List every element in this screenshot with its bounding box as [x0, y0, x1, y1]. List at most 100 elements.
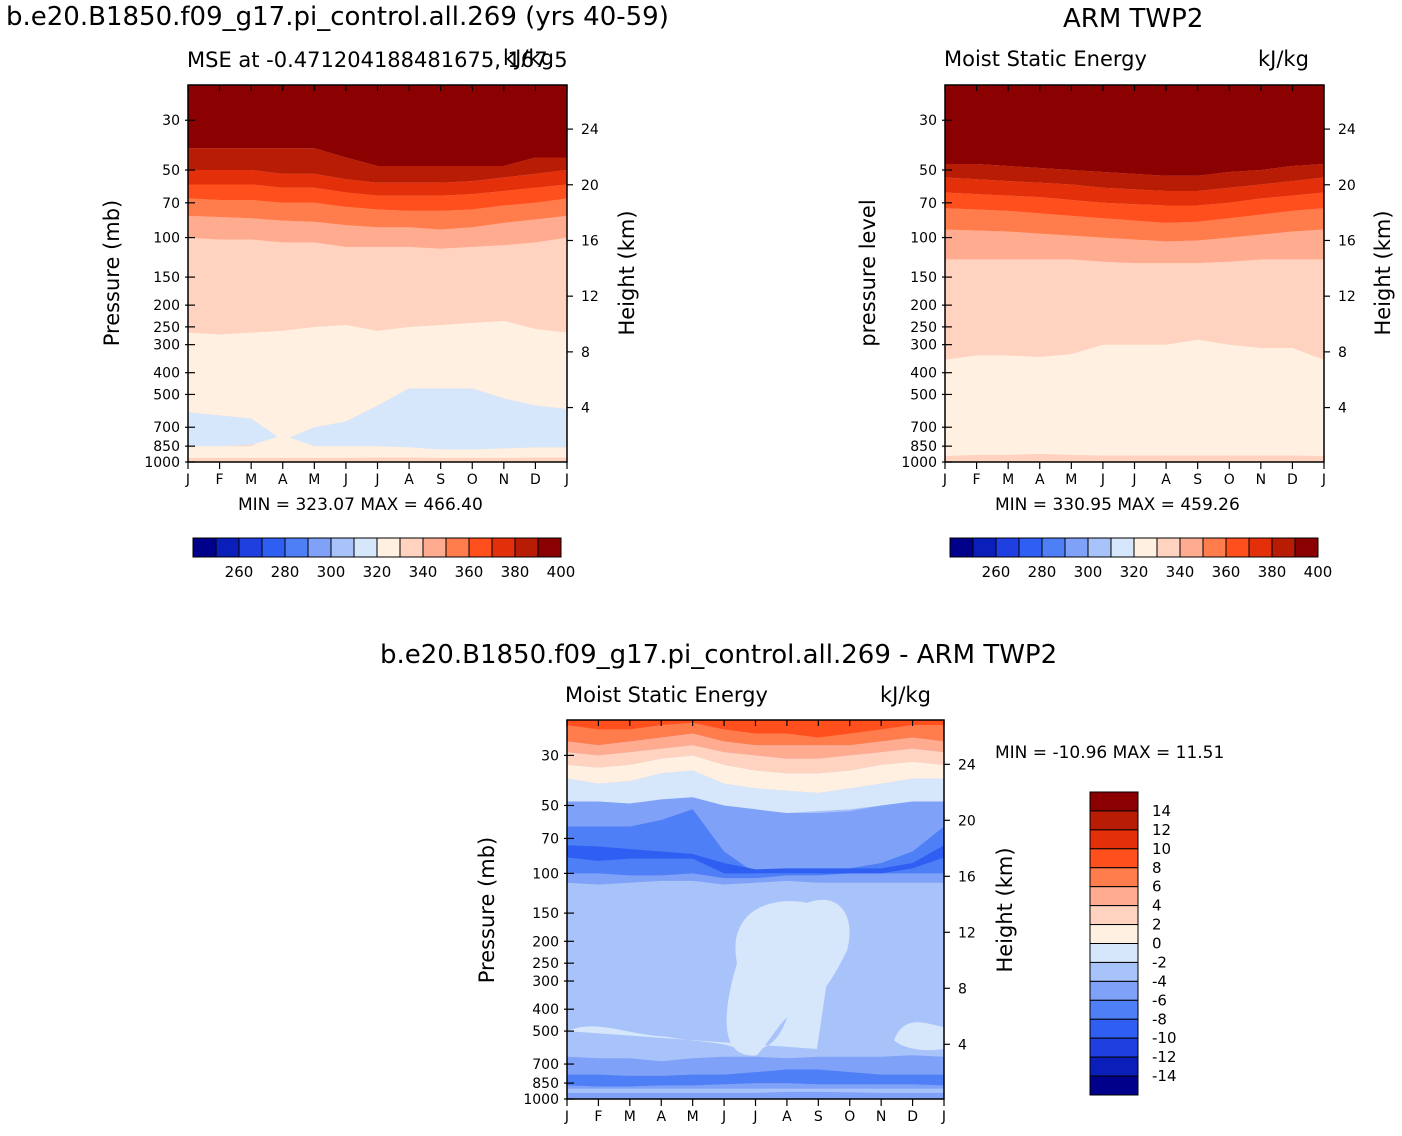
diff-colorbar-box	[1089, 905, 1139, 926]
diff-colorbar-box	[1089, 1018, 1139, 1039]
obs-xtick-label: J	[942, 472, 947, 488]
model-rtick-label: 4	[581, 401, 590, 417]
model-ytick-label: 250	[153, 320, 180, 336]
model-rtick-label: 24	[581, 122, 599, 138]
diff-colorbar-label: -10	[1152, 1029, 1177, 1047]
obs-panel-subtitle: Moist Static Energy	[944, 47, 1147, 71]
diff-xtick-label: M	[624, 1109, 636, 1125]
obs-colorbar-box	[1271, 537, 1296, 558]
obs-colorbar-box	[1225, 537, 1250, 558]
diff-xtick-label: A	[656, 1109, 666, 1125]
diff-ytick-label: 70	[541, 831, 559, 847]
model-colorbar-box	[238, 537, 263, 558]
diff-rtick-label: 20	[958, 813, 976, 829]
diff-colorbar-box	[1089, 886, 1139, 907]
model-panel-subtitle: MSE at -0.471204188481675, 167.5	[187, 48, 568, 72]
diff-colorbar-label: 14	[1152, 802, 1171, 820]
model-contours	[188, 85, 567, 462]
obs-ytick-label: 200	[910, 298, 937, 314]
obs-colorbar-label: 320	[1120, 563, 1149, 581]
model-colorbar-box	[422, 537, 447, 558]
obs-colorbar-box	[949, 537, 974, 558]
obs-xtick-label: S	[1193, 472, 1202, 488]
model-ytick-label: 200	[153, 298, 180, 314]
model-band-340b	[188, 320, 567, 441]
diff-low-m8	[567, 1069, 944, 1087]
diff-rtick-label: 12	[958, 925, 976, 941]
diff-ytick-label: 200	[532, 934, 559, 950]
obs-ytick-label: 30	[919, 113, 937, 129]
diff-colorbar-label: -12	[1152, 1048, 1177, 1066]
diff-colorbar-label: 2	[1152, 916, 1162, 934]
model-colorbar-box	[284, 537, 309, 558]
obs-xtick-label: J	[1321, 472, 1326, 488]
diff-top-2	[567, 755, 944, 793]
obs-colorbar-box	[1294, 537, 1319, 558]
model-ytick-label: 300	[153, 338, 180, 354]
model-ytick-label: 70	[162, 196, 180, 212]
model-colorbar-box	[192, 537, 217, 558]
diff-colorbar-label: 0	[1152, 935, 1162, 953]
obs-ytick-label: 300	[910, 338, 937, 354]
diff-ytick-label: 850	[532, 1076, 559, 1092]
diff-ytick-label: 400	[532, 1002, 559, 1018]
model-xtick-label: F	[216, 472, 224, 488]
model-ytick-label: 150	[153, 270, 180, 286]
model-colorbar-box	[491, 537, 516, 558]
model-colorbar-label: 380	[501, 563, 530, 581]
obs-rtick-label: 4	[1338, 401, 1347, 417]
diff-xtick-label: A	[782, 1109, 792, 1125]
diff-ytick-label: 150	[532, 906, 559, 922]
bottom-figure-title: b.e20.B1850.f09_g17.pi_control.all.269 -…	[380, 640, 1058, 670]
obs-colorbar-box	[1179, 537, 1204, 558]
diff-top-4	[567, 745, 944, 774]
model-colorbar-box	[445, 537, 470, 558]
obs-panel-units: kJ/kg	[1258, 47, 1309, 71]
model-panel-units: kJ/kg	[503, 46, 554, 70]
obs-band-350	[945, 259, 1324, 360]
diff-colorbar-box	[1089, 943, 1139, 963]
diff-colorbar-box	[1089, 1037, 1139, 1058]
obs-colorbar-label: 400	[1304, 563, 1333, 581]
obs-ytick-label: 1000	[901, 455, 937, 471]
model-colorbar-box	[261, 537, 286, 558]
obs-ytick-label: 400	[910, 366, 937, 382]
model-colorbar-box	[215, 537, 240, 558]
obs-band-340	[945, 339, 1324, 456]
model-colorbar-label: 400	[547, 563, 576, 581]
diff-panel-units: kJ/kg	[880, 683, 931, 707]
diff-xtick-label: F	[594, 1109, 602, 1125]
obs-ytick-label: 70	[919, 196, 937, 212]
obs-band-360	[945, 229, 1324, 264]
obs-colorbar-box	[1133, 537, 1158, 558]
model-xtick-label: O	[467, 472, 478, 488]
diff-colorbar-label: -2	[1152, 953, 1167, 971]
obs-colorbar-label: 380	[1258, 563, 1287, 581]
obs-colorbar-box	[1041, 537, 1066, 558]
diff-ytick-label: 250	[532, 956, 559, 972]
diff-rtick-label: 8	[958, 981, 967, 997]
model-xtick-label: J	[343, 472, 348, 488]
diff-colorbar-box	[1089, 1056, 1139, 1077]
obs-band-410	[945, 85, 1324, 176]
model-rtick-label: 8	[581, 345, 590, 361]
model-rtick-label: 20	[581, 178, 599, 194]
model-colorbar-label: 260	[225, 563, 254, 581]
diff-top-0	[567, 770, 944, 814]
diff-minmax: MIN = -10.96 MAX = 11.51	[995, 743, 1225, 763]
diff-xtick-label: J	[564, 1109, 569, 1125]
model-band-410	[188, 85, 567, 167]
model-band-370	[188, 198, 567, 230]
model-band-400	[188, 148, 567, 183]
right-figure-title: ARM TWP2	[1063, 4, 1204, 34]
obs-colorbar-label: 300	[1074, 563, 1103, 581]
obs-colorbar-box	[1248, 537, 1273, 558]
model-band-350	[188, 237, 567, 335]
obs-band-380	[945, 192, 1324, 223]
obs-rtick-label: 20	[1338, 178, 1356, 194]
obs-colorbar-box	[972, 537, 997, 558]
model-colorbar-box	[468, 537, 493, 558]
diff-ytick-label: 50	[541, 798, 559, 814]
